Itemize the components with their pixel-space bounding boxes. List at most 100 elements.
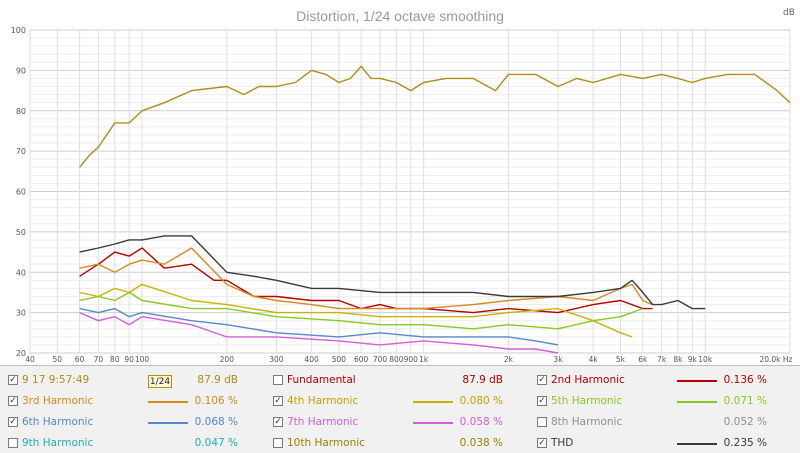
series-line	[79, 307, 559, 346]
x-tick-label: 400	[304, 355, 319, 364]
legend-label: THD	[551, 437, 574, 449]
legend-checkbox[interactable]	[537, 417, 547, 427]
x-tick-label: 100	[135, 355, 150, 364]
x-tick-label: 8k	[673, 355, 683, 364]
distortion-chart: Distortion, 1/24 octave smoothing 10f/84…	[11, 8, 795, 364]
x-tick-label: 6k	[638, 355, 648, 364]
legend-swatch	[677, 380, 717, 382]
x-tick-label: 60	[75, 355, 85, 364]
legend-item[interactable]: ✓ 2nd Harmonic 0.136 %	[537, 370, 795, 390]
x-tick-label: 2k	[504, 355, 514, 364]
x-tick-label: 700	[373, 355, 388, 364]
y-tick-label: 50	[16, 228, 26, 237]
legend-label: 5th Harmonic	[551, 395, 623, 407]
legend-panel: ✓ 9 17 9:57:49 1/24 87.9 dB Fundamental 87.9 …	[0, 365, 800, 453]
legend-swatch	[148, 422, 188, 424]
y-tick-label: 80	[16, 107, 26, 116]
legend-checkbox[interactable]: ✓	[8, 396, 18, 406]
legend-swatch	[677, 401, 717, 403]
x-tick-label: 80	[110, 355, 120, 364]
x-tick-label: 500	[332, 355, 347, 364]
series-line	[79, 247, 653, 310]
series-line	[79, 235, 706, 310]
smoothing-button[interactable]: 1/24	[148, 375, 172, 388]
x-tick-label: 300	[269, 355, 284, 364]
legend-swatch	[148, 401, 188, 403]
legend-checkbox[interactable]: ✓	[537, 438, 547, 448]
legend-label: 9th Harmonic	[22, 437, 94, 449]
legend-checkbox[interactable]: ✓	[273, 396, 283, 406]
legend-label: 9 17 9:57:49	[22, 374, 90, 386]
legend-checkbox[interactable]: ✓	[8, 375, 18, 385]
legend-checkbox[interactable]	[273, 375, 283, 385]
y-tick-label: 90	[16, 66, 26, 75]
y-tick-label: 20	[16, 349, 26, 358]
legend-value: 0.080 %	[459, 395, 503, 407]
y-tick-label: 30	[16, 309, 26, 318]
legend-label: 3rd Harmonic	[22, 395, 94, 407]
legend-value: 87.9 dB	[462, 374, 503, 386]
series-line	[79, 291, 644, 330]
x-tick-label: 90	[124, 355, 134, 364]
legend-checkbox[interactable]	[273, 438, 283, 448]
x-tick-label: 3k	[553, 355, 563, 364]
legend-item[interactable]: ✓ 9 17 9:57:49 1/24 87.9 dB	[8, 370, 266, 390]
legend-swatch	[413, 401, 453, 403]
legend-label: Fundamental	[287, 374, 356, 386]
x-tick-label: 5k	[616, 355, 626, 364]
x-tick-label: 900	[404, 355, 419, 364]
x-tick-label: 1k	[419, 355, 429, 364]
y-tick-label: 70	[16, 147, 26, 156]
x-tick-label: 7k	[657, 355, 667, 364]
legend-label: 4th Harmonic	[287, 395, 359, 407]
legend-value: 0.071 %	[723, 395, 767, 407]
legend-value: 0.068 %	[194, 416, 238, 428]
legend-label: 7th Harmonic	[287, 416, 359, 428]
legend-item[interactable]: ✓ 4th Harmonic 0.080 %	[273, 391, 531, 411]
x-tick-label: 200	[220, 355, 235, 364]
legend-checkbox[interactable]: ✓	[273, 417, 283, 427]
x-tick-label: 4k	[589, 355, 599, 364]
legend-label: 8th Harmonic	[551, 416, 623, 428]
legend-item[interactable]: ✓ THD 0.235 %	[537, 433, 795, 453]
legend-value: 0.038 %	[459, 437, 503, 449]
legend-swatch	[413, 422, 453, 424]
legend-checkbox[interactable]: ✓	[8, 417, 18, 427]
legend-item[interactable]: Fundamental 87.9 dB	[273, 370, 531, 390]
series-line	[79, 283, 633, 338]
x-tick-label: 9k	[688, 355, 698, 364]
chart-title: Distortion, 1/24 octave smoothing	[296, 8, 504, 24]
y-tick-label: 60	[16, 188, 26, 197]
y-tick-label: 100	[11, 26, 26, 35]
legend-value: 0.106 %	[194, 395, 238, 407]
legend-checkbox[interactable]	[8, 438, 18, 448]
legend-checkbox[interactable]: ✓	[537, 396, 547, 406]
legend-label: 2nd Harmonic	[551, 374, 625, 386]
x-tick-label: 10k	[698, 355, 713, 364]
legend-value: 0.136 %	[723, 374, 767, 386]
legend-item[interactable]: ✓ 6th Harmonic 0.068 %	[8, 412, 266, 432]
legend-checkbox[interactable]: ✓	[537, 375, 547, 385]
legend-value: 0.047 %	[194, 437, 238, 449]
legend-label: 10th Harmonic	[287, 437, 365, 449]
x-tick-label: 70	[94, 355, 104, 364]
legend-item[interactable]: 8th Harmonic 0.052 %	[537, 412, 795, 432]
legend-item[interactable]: ✓ 5th Harmonic 0.071 %	[537, 391, 795, 411]
legend-swatch	[677, 443, 717, 445]
legend-value: 0.058 %	[459, 416, 503, 428]
legend-item[interactable]: 9th Harmonic 0.047 %	[8, 433, 266, 453]
legend-value: 87.9 dB	[197, 374, 238, 386]
x-tick-label: 20.0k Hz	[759, 355, 792, 364]
legend-value: 0.235 %	[723, 437, 767, 449]
x-tick-label: 50	[53, 355, 63, 364]
legend-item[interactable]: ✓ 3rd Harmonic 0.106 %	[8, 391, 266, 411]
legend-item[interactable]: ✓ 7th Harmonic 0.058 %	[273, 412, 531, 432]
y-tick-label: 40	[16, 268, 26, 277]
series-line	[79, 311, 559, 354]
series-line	[79, 65, 791, 168]
y-axis-label: dB	[783, 8, 795, 18]
x-tick-label: 600	[354, 355, 369, 364]
legend-item[interactable]: 10th Harmonic 0.038 %	[273, 433, 531, 453]
legend-value: 0.052 %	[723, 416, 767, 428]
x-tick-label: 800	[389, 355, 404, 364]
